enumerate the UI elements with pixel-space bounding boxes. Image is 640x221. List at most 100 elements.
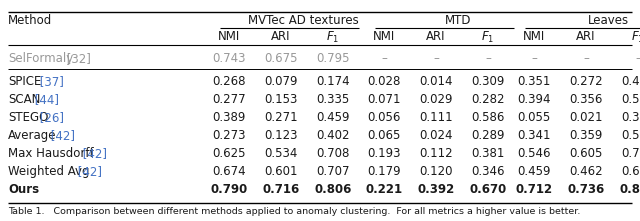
Text: 0.277: 0.277 (212, 93, 246, 106)
Text: 0.271: 0.271 (264, 111, 298, 124)
Text: 0.459: 0.459 (517, 165, 551, 178)
Text: 0.344: 0.344 (621, 111, 640, 124)
Text: 0.429: 0.429 (621, 75, 640, 88)
Text: 0.743: 0.743 (212, 52, 246, 65)
Text: 0.712: 0.712 (515, 183, 552, 196)
Text: ARI: ARI (576, 30, 596, 43)
Text: $F_1$: $F_1$ (481, 30, 495, 45)
Text: 0.111: 0.111 (419, 111, 453, 124)
Text: [42]: [42] (79, 147, 107, 160)
Text: 0.534: 0.534 (264, 147, 298, 160)
Text: [37]: [37] (36, 75, 65, 88)
Text: –: – (583, 52, 589, 65)
Text: SPICE: SPICE (8, 75, 42, 88)
Text: 0.625: 0.625 (212, 147, 246, 160)
Text: 0.112: 0.112 (419, 147, 453, 160)
Text: NMI: NMI (218, 30, 240, 43)
Text: SelFormaly: SelFormaly (8, 52, 73, 65)
Text: 0.272: 0.272 (569, 75, 603, 88)
Text: 0.806: 0.806 (314, 183, 352, 196)
Text: 0.674: 0.674 (212, 165, 246, 178)
Text: MVTec AD textures: MVTec AD textures (248, 14, 358, 27)
Text: 0.381: 0.381 (471, 147, 505, 160)
Text: 0.829: 0.829 (620, 183, 640, 196)
Text: 0.394: 0.394 (517, 93, 551, 106)
Text: 0.586: 0.586 (471, 111, 505, 124)
Text: 0.346: 0.346 (471, 165, 505, 178)
Text: –: – (485, 52, 491, 65)
Text: –: – (381, 52, 387, 65)
Text: 0.024: 0.024 (419, 130, 452, 142)
Text: 0.123: 0.123 (264, 130, 298, 142)
Text: 0.079: 0.079 (264, 75, 298, 88)
Text: Method: Method (8, 14, 52, 27)
Text: 0.120: 0.120 (419, 165, 452, 178)
Text: $F_1$: $F_1$ (326, 30, 340, 45)
Text: 0.065: 0.065 (367, 130, 401, 142)
Text: SCAN: SCAN (8, 93, 40, 106)
Text: 0.462: 0.462 (569, 165, 603, 178)
Text: 0.309: 0.309 (471, 75, 505, 88)
Text: –: – (531, 52, 537, 65)
Text: ARI: ARI (426, 30, 445, 43)
Text: 0.282: 0.282 (471, 93, 505, 106)
Text: 0.014: 0.014 (419, 75, 452, 88)
Text: MTD: MTD (445, 14, 471, 27)
Text: 0.546: 0.546 (517, 147, 551, 160)
Text: 0.389: 0.389 (212, 111, 246, 124)
Text: 0.221: 0.221 (365, 183, 403, 196)
Text: 0.055: 0.055 (517, 111, 550, 124)
Text: 0.736: 0.736 (568, 183, 605, 196)
Text: 0.179: 0.179 (367, 165, 401, 178)
Text: 0.670: 0.670 (469, 183, 507, 196)
Text: 0.268: 0.268 (212, 75, 246, 88)
Text: 0.029: 0.029 (419, 93, 452, 106)
Text: 0.335: 0.335 (316, 93, 349, 106)
Text: NMI: NMI (523, 30, 545, 43)
Text: [26]: [26] (36, 111, 65, 124)
Text: 0.273: 0.273 (212, 130, 246, 142)
Text: 0.795: 0.795 (316, 52, 349, 65)
Text: 0.675: 0.675 (264, 52, 298, 65)
Text: Leaves: Leaves (588, 14, 628, 27)
Text: 0.392: 0.392 (417, 183, 454, 196)
Text: Table 1.   Comparison between different methods applied to anomaly clustering.  : Table 1. Comparison between different me… (8, 207, 580, 216)
Text: 0.707: 0.707 (316, 165, 349, 178)
Text: 0.193: 0.193 (367, 147, 401, 160)
Text: 0.289: 0.289 (471, 130, 505, 142)
Text: Max Hausdorff: Max Hausdorff (8, 147, 93, 160)
Text: 0.780: 0.780 (621, 147, 640, 160)
Text: 0.153: 0.153 (264, 93, 298, 106)
Text: 0.356: 0.356 (570, 93, 603, 106)
Text: 0.359: 0.359 (570, 130, 603, 142)
Text: [42]: [42] (47, 130, 75, 142)
Text: 0.630: 0.630 (621, 165, 640, 178)
Text: 0.708: 0.708 (316, 147, 349, 160)
Text: 0.459: 0.459 (316, 111, 349, 124)
Text: 0.519: 0.519 (621, 130, 640, 142)
Text: Weighted Avg: Weighted Avg (8, 165, 90, 178)
Text: [44]: [44] (31, 93, 60, 106)
Text: –: – (635, 52, 640, 65)
Text: 0.021: 0.021 (569, 111, 603, 124)
Text: 0.790: 0.790 (211, 183, 248, 196)
Text: 0.071: 0.071 (367, 93, 401, 106)
Text: [42]: [42] (74, 165, 102, 178)
Text: 0.716: 0.716 (262, 183, 300, 196)
Text: $F_1$: $F_1$ (632, 30, 640, 45)
Text: [32]: [32] (63, 52, 91, 65)
Text: 0.341: 0.341 (517, 130, 551, 142)
Text: 0.402: 0.402 (316, 130, 349, 142)
Text: 0.605: 0.605 (570, 147, 603, 160)
Text: Ours: Ours (8, 183, 39, 196)
Text: 0.351: 0.351 (517, 75, 550, 88)
Text: STEGO: STEGO (8, 111, 49, 124)
Text: 0.028: 0.028 (367, 75, 401, 88)
Text: 0.056: 0.056 (367, 111, 401, 124)
Text: 0.526: 0.526 (621, 93, 640, 106)
Text: 0.174: 0.174 (316, 75, 350, 88)
Text: NMI: NMI (373, 30, 395, 43)
Text: Average: Average (8, 130, 56, 142)
Text: ARI: ARI (271, 30, 291, 43)
Text: –: – (433, 52, 439, 65)
